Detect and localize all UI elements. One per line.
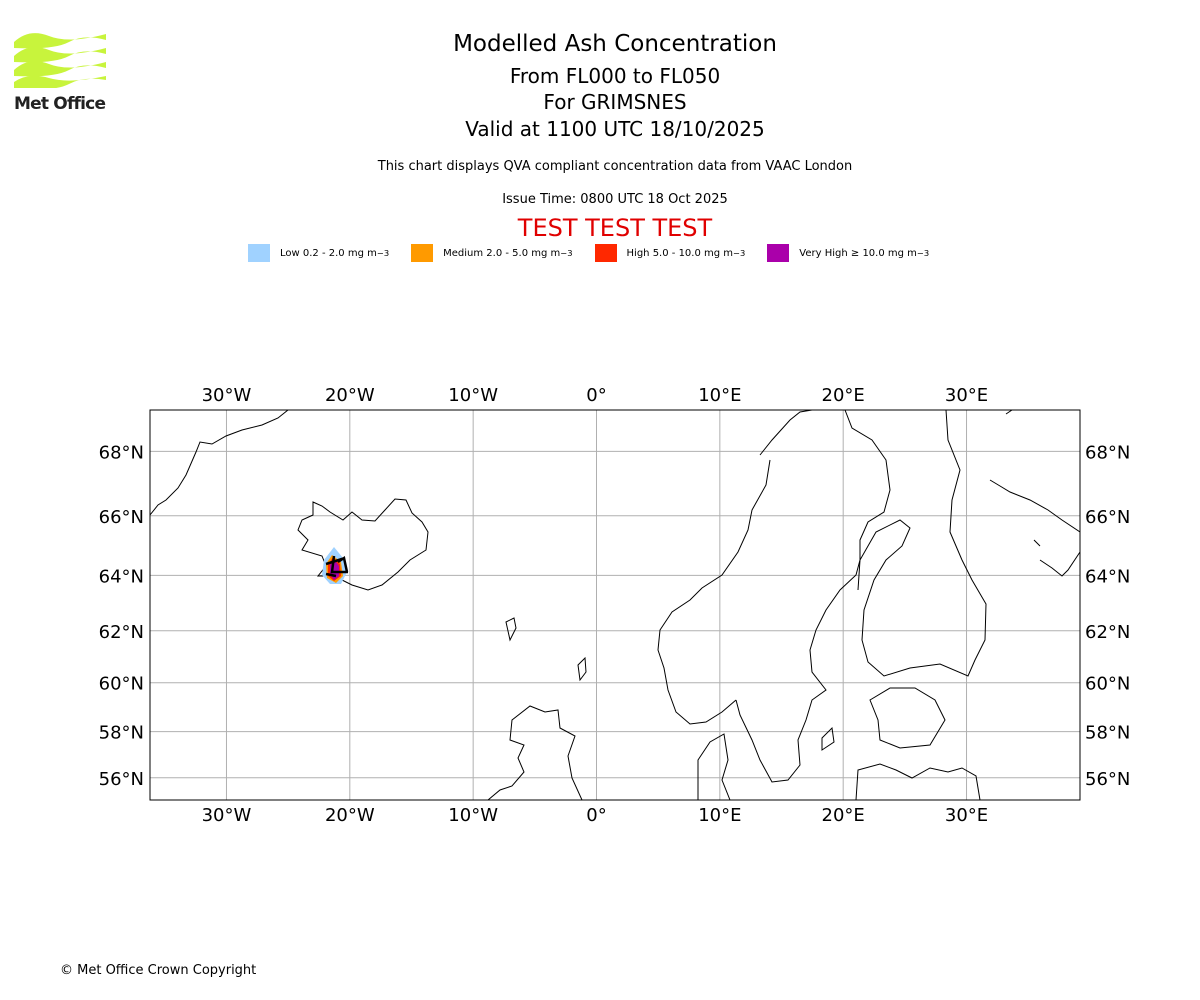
baltic-states-coast: [855, 687, 981, 800]
lat-tick-label-right: 68°N: [1085, 442, 1130, 463]
met-office-logo: Met Office: [14, 30, 106, 114]
lat-tick-label-left: 60°N: [99, 674, 144, 695]
met-office-wave-icon: [14, 33, 106, 90]
lon-tick-label-top: 10°W: [448, 385, 498, 406]
legend-swatch: [594, 244, 617, 262]
legend-label: Very High ≥ 10.0 mg m: [799, 247, 917, 259]
legend-unit-exponent: −3: [560, 248, 573, 258]
logo-text: Met Office: [14, 94, 106, 114]
map-frame: [149, 409, 1081, 801]
legend-swatch: [411, 244, 434, 262]
legend-swatch: [767, 244, 790, 262]
legend-unit-exponent: −3: [376, 248, 390, 258]
valid-time: Valid at 1100 UTC 18/10/2025: [465, 117, 765, 141]
lat-tick-label-left: 66°N: [99, 507, 144, 528]
legend-item-high: High 5.0 - 10.0 mg m −3: [594, 244, 746, 262]
lat-tick-label-right: 62°N: [1085, 622, 1130, 643]
denmark-coast: [697, 733, 731, 800]
legend-item-very-high: Very High ≥ 10.0 mg m −3: [767, 244, 929, 262]
lon-tick-label-top: 20°W: [325, 385, 375, 406]
test-banner: TEST TEST TEST: [517, 214, 713, 242]
lat-tick-label-left: 56°N: [99, 769, 144, 790]
legend-swatch: [248, 244, 270, 262]
greenland-coast: [150, 410, 289, 516]
flight-level-range: From FL000 to FL050: [509, 64, 721, 88]
lat-tick-label-left: 62°N: [99, 622, 144, 643]
lon-tick-label-top: 30°E: [945, 385, 988, 406]
legend-unit-exponent: −3: [733, 248, 746, 258]
legend-label: High 5.0 - 10.0 mg m: [626, 247, 734, 259]
britain-coast: [487, 705, 583, 800]
lat-tick-label-right: 60°N: [1085, 674, 1130, 695]
lon-tick-label-bottom: 30°W: [202, 805, 252, 826]
ash-plume: [322, 547, 349, 584]
gotland: [821, 726, 835, 751]
russia-coast: [989, 410, 1080, 577]
legend-item-medium: Medium 2.0 - 5.0 mg m −3: [411, 244, 573, 262]
lat-tick-label-right: 64°N: [1085, 566, 1130, 587]
iceland-coast: [297, 498, 429, 591]
coastlines: [150, 410, 1080, 800]
chart-title: Modelled Ash Concentration: [453, 31, 777, 57]
lat-tick-label-right: 56°N: [1085, 769, 1130, 790]
lon-tick-label-bottom: 30°E: [945, 805, 988, 826]
lon-tick-label-top: 30°W: [202, 385, 252, 406]
shetland: [577, 656, 587, 682]
volcano-name: For GRIMSNES: [543, 90, 687, 114]
finland-coast: [857, 410, 987, 677]
scandinavia-interior: [735, 410, 891, 783]
issue-time: Issue Time: 0800 UTC 18 Oct 2025: [502, 192, 728, 207]
legend-unit-exponent: −3: [916, 248, 930, 258]
lon-tick-label-top: 0°: [586, 385, 606, 406]
ash-outline: [325, 555, 349, 578]
legend-label: Low 0.2 - 2.0 mg m: [280, 247, 377, 259]
legend-item-low: Low 0.2 - 2.0 mg m −3: [248, 244, 389, 262]
lon-tick-label-bottom: 0°: [586, 805, 606, 826]
lat-tick-label-left: 58°N: [99, 723, 144, 744]
lat-tick-label-left: 64°N: [99, 566, 144, 587]
legend-label: Medium 2.0 - 5.0 mg m: [443, 247, 561, 259]
lon-tick-label-bottom: 10°E: [698, 805, 741, 826]
lon-tick-label-top: 20°E: [822, 385, 865, 406]
norway-coast: [657, 410, 813, 725]
lon-tick-label-top: 10°E: [698, 385, 741, 406]
faroe-islands: [505, 617, 517, 642]
lat-tick-label-right: 66°N: [1085, 507, 1130, 528]
chart-description: This chart displays QVA compliant concen…: [377, 159, 853, 174]
axis-ticks: 30°W 30°W 20°W 20°W 10°W 10°W 0° 0° 10°E 10°E 20°E…: [99, 385, 1131, 826]
graticule: [150, 410, 1080, 800]
copyright: © Met Office Crown Copyright: [60, 963, 257, 978]
lat-tick-label-right: 58°N: [1085, 723, 1130, 744]
lat-tick-label-left: 68°N: [99, 442, 144, 463]
legend: Low 0.2 - 2.0 mg m −3 Medium 2.0 - 5.0 mg…: [248, 244, 951, 262]
lon-tick-label-bottom: 20°E: [822, 805, 865, 826]
lon-tick-label-bottom: 20°W: [325, 805, 375, 826]
lon-tick-label-bottom: 10°W: [448, 805, 498, 826]
